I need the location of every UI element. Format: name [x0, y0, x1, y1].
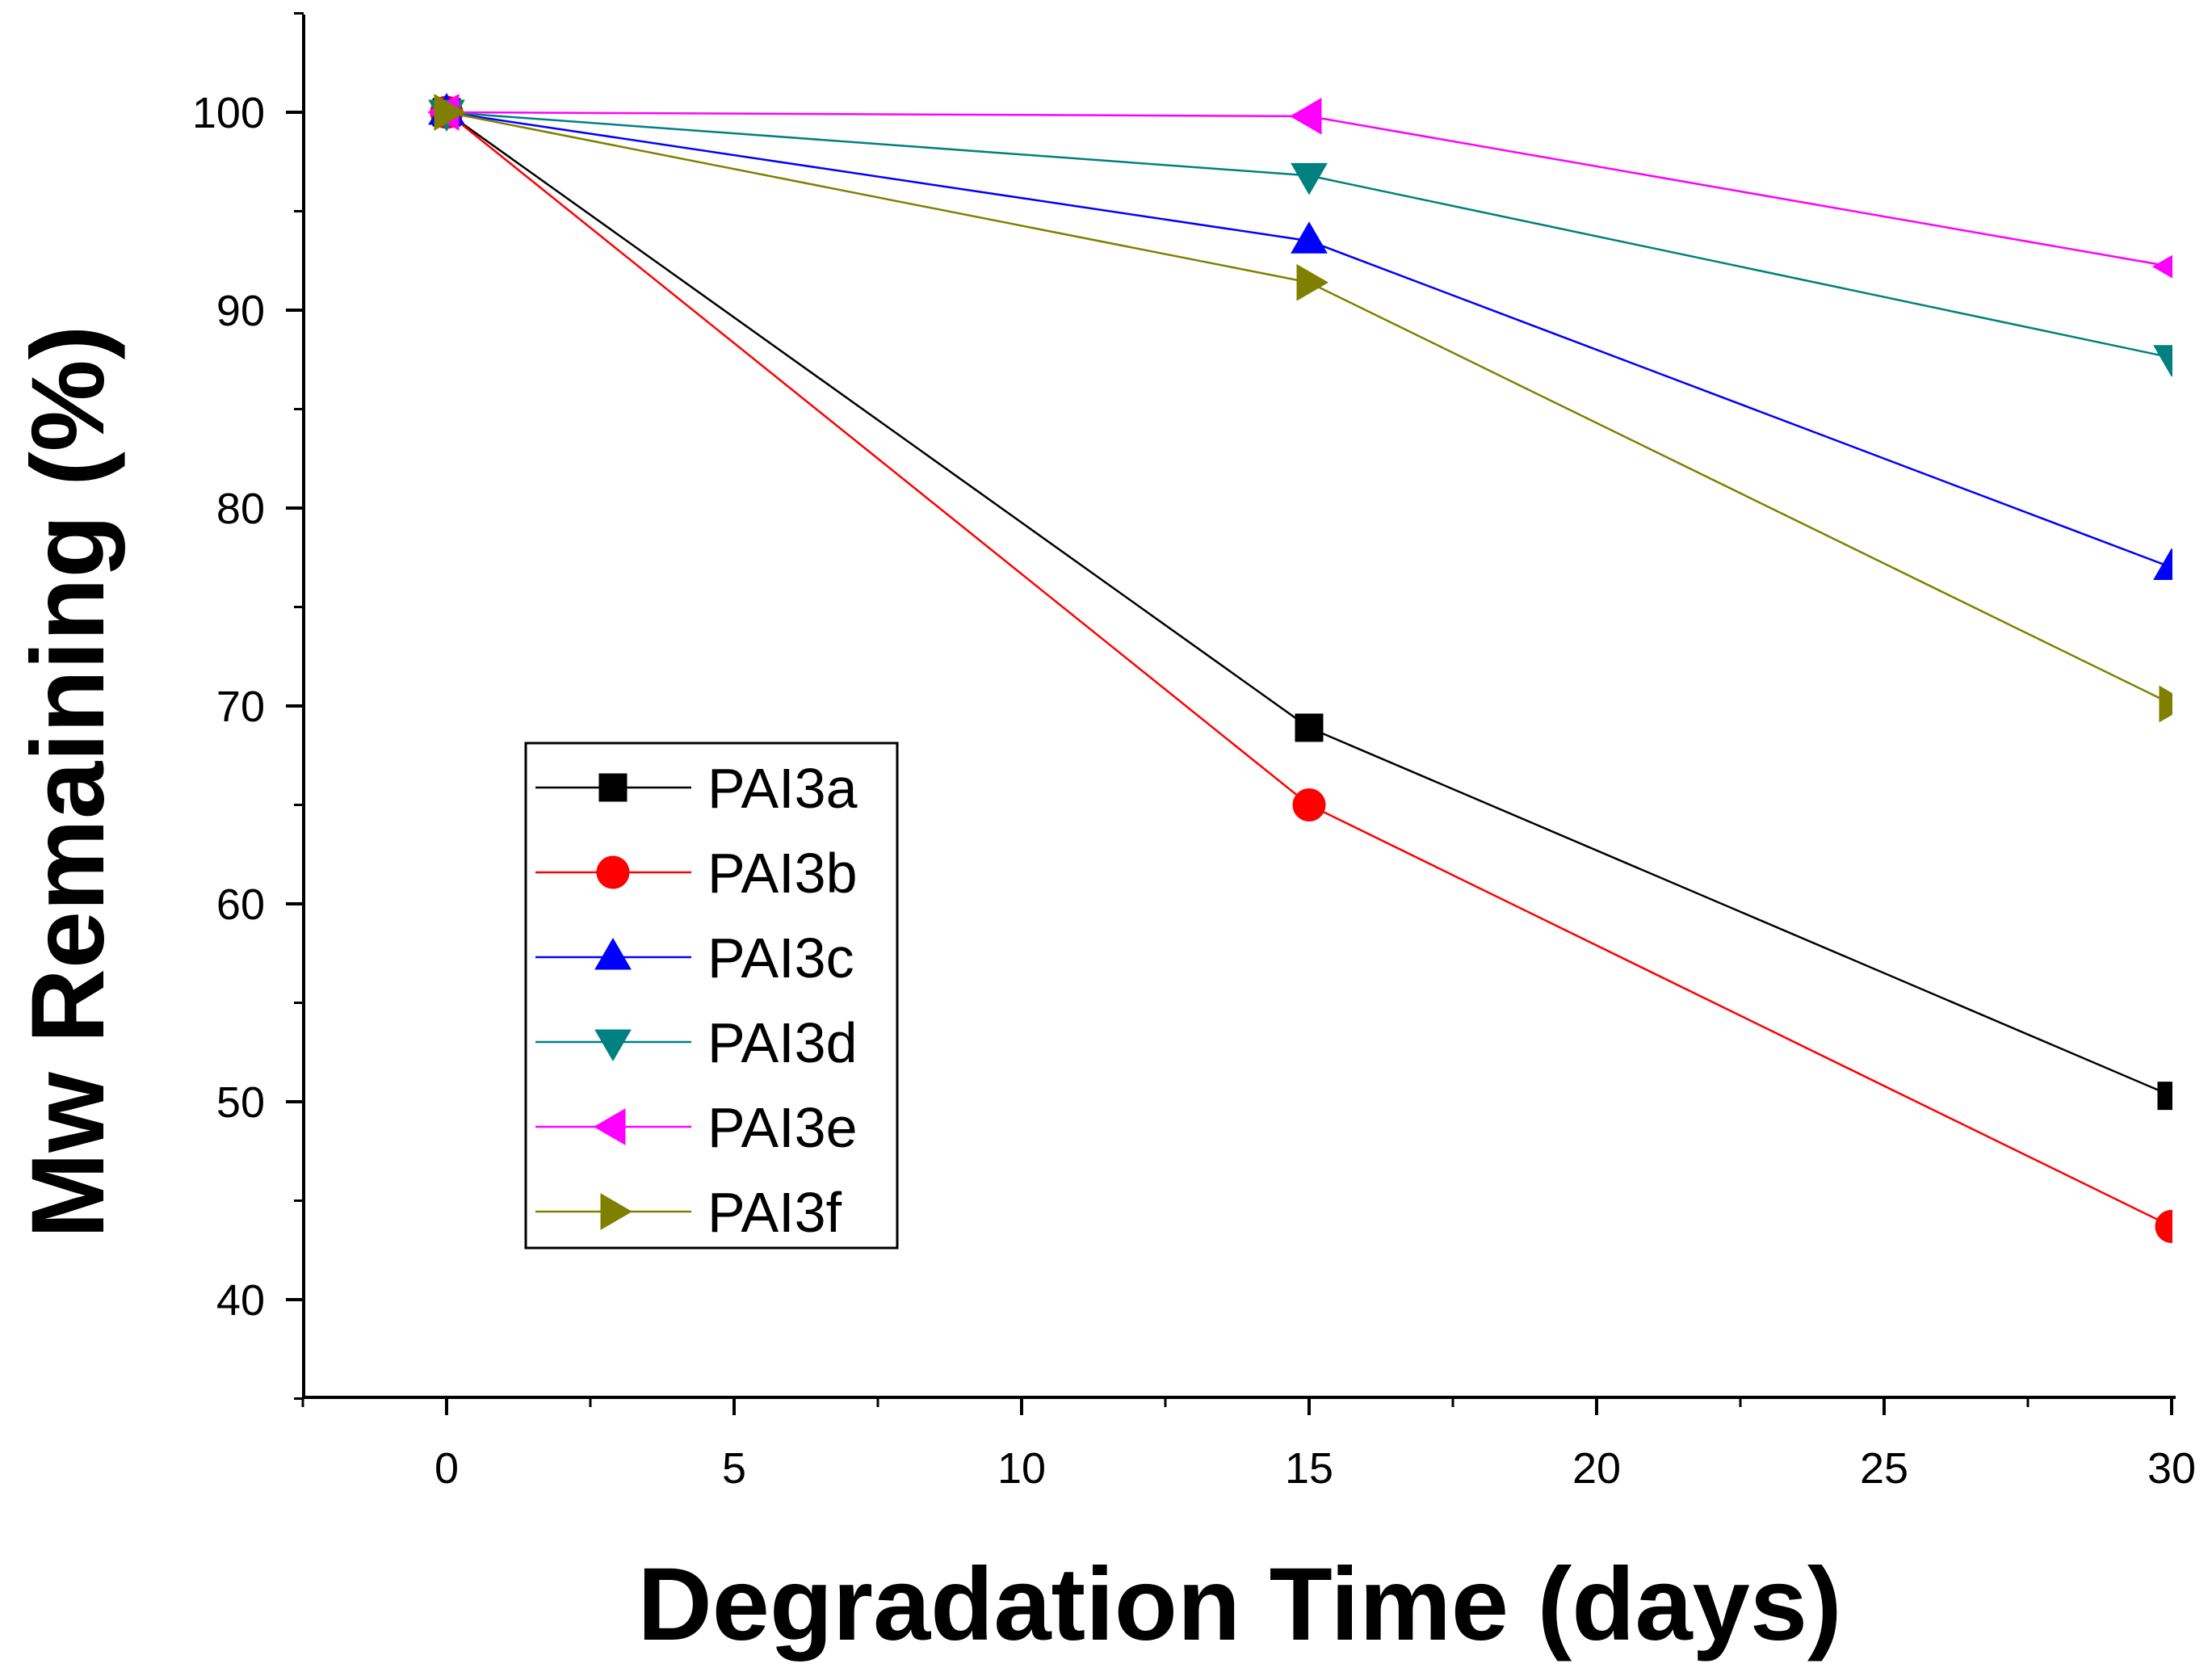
- y-tick-label: 100: [192, 89, 265, 137]
- legend-marker: [594, 1029, 632, 1061]
- legend-item: PAI3e: [535, 1096, 858, 1159]
- x-tick-label: 20: [1572, 1444, 1621, 1493]
- y-tick-label: 60: [216, 880, 265, 929]
- legend-label: PAI3a: [707, 757, 858, 820]
- y-tick-label: 70: [216, 683, 265, 731]
- data-point: [2152, 254, 2172, 279]
- legend-marker: [600, 1193, 632, 1230]
- data-point: [434, 94, 466, 131]
- x-tick-label: 0: [434, 1444, 459, 1493]
- legend-item: PAI3a: [535, 757, 858, 820]
- legend-label: PAI3c: [707, 926, 854, 989]
- data-point: [2155, 1209, 2172, 1243]
- legend-label: PAI3e: [707, 1096, 858, 1159]
- series-PAI3e: [427, 94, 2172, 279]
- axes: 0 5 10 15 20 25 30 40 50 60 70 80 90 100: [192, 12, 2196, 1493]
- legend-item: PAI3f: [535, 1181, 842, 1244]
- data-point: [2153, 548, 2172, 580]
- x-tick-label: 25: [1860, 1444, 1908, 1493]
- legend-item: PAI3d: [535, 1011, 858, 1074]
- data-point: [2159, 685, 2172, 723]
- legend-marker: [594, 1108, 626, 1145]
- legend: PAI3a PAI3b PAI3c PAI3d PAI3e PAI3f: [524, 741, 899, 1250]
- legend-box: [524, 741, 899, 1250]
- legend-item: PAI3c: [535, 926, 854, 989]
- data-point: [1292, 788, 1326, 821]
- legend-marker: [594, 938, 632, 970]
- y-axis-title: Mw Remaining (%): [10, 326, 126, 1239]
- legend-marker: [598, 773, 628, 802]
- data-point: [1291, 162, 1328, 195]
- y-tick-label: 40: [216, 1276, 265, 1325]
- data-point: [1295, 713, 1324, 742]
- data-point: [2157, 1082, 2172, 1111]
- x-tick-label: 15: [1285, 1444, 1333, 1493]
- legend-label: PAI3d: [707, 1011, 858, 1074]
- x-tick-label: 30: [2147, 1444, 2196, 1493]
- series-PAI3f: [434, 94, 2172, 723]
- series-line: [446, 111, 2172, 705]
- x-tick-label: 10: [997, 1444, 1046, 1493]
- legend-item: PAI3b: [535, 842, 858, 905]
- legend-marker: [596, 855, 630, 889]
- y-tick-label: 90: [216, 287, 265, 335]
- y-tick-label: 80: [216, 485, 265, 533]
- x-axis-title: Degradation Time (days): [637, 1547, 1841, 1662]
- series-group: [427, 93, 2172, 1243]
- legend-label: PAI3b: [707, 842, 858, 905]
- data-point: [1290, 98, 1322, 135]
- data-point: [1291, 221, 1328, 254]
- data-point: [2153, 345, 2172, 377]
- x-tick-label: 5: [722, 1444, 746, 1493]
- data-point: [1296, 263, 1328, 301]
- legend-label: PAI3f: [707, 1181, 842, 1244]
- y-tick-label: 50: [216, 1078, 265, 1127]
